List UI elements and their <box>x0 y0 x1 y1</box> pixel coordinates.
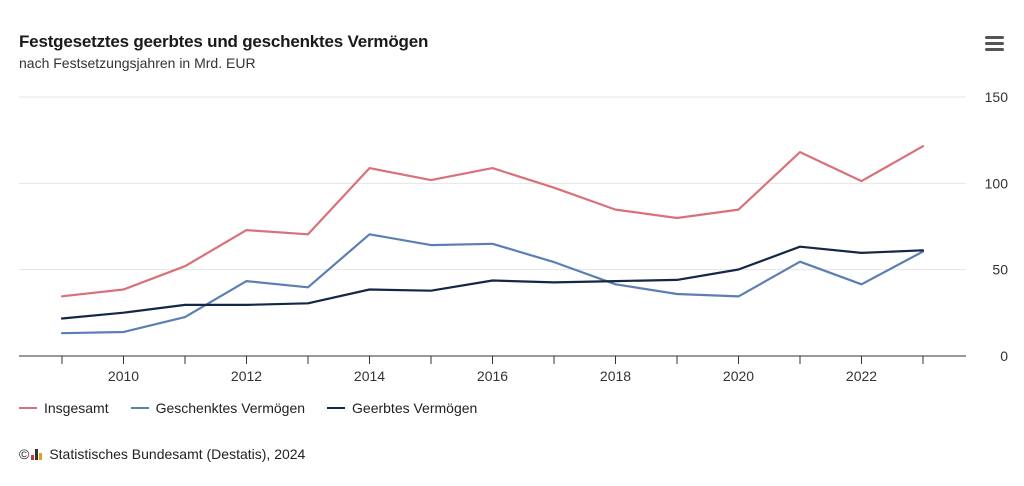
destatis-logo-icon <box>31 448 45 460</box>
x-tick-label: 2020 <box>723 368 754 384</box>
legend-item-insgesamt[interactable]: Insgesamt <box>19 400 109 416</box>
copyright-symbol: © <box>19 446 30 462</box>
credits: © Statistisches Bundesamt (Destatis), 20… <box>19 446 305 462</box>
x-tick-label: 2014 <box>354 368 385 384</box>
y-tick-label: 150 <box>985 89 1009 105</box>
legend-label: Geerbtes Vermögen <box>352 400 478 416</box>
chart-title: Festgesetztes geerbtes und geschenktes V… <box>19 32 429 51</box>
legend-item-geerbtes-vermoegen[interactable]: Geerbtes Vermögen <box>327 400 477 416</box>
chart-legend: Insgesamt Geschenktes Vermögen Geerbtes … <box>19 400 499 416</box>
legend-item-geschenktes-vermoegen[interactable]: Geschenktes Vermögen <box>130 400 306 416</box>
x-tick-label: 2012 <box>231 368 262 384</box>
legend-swatch <box>19 407 37 409</box>
series-line-2 <box>60 245 925 320</box>
legend-swatch <box>130 407 149 409</box>
x-tick-label: 2018 <box>600 368 631 384</box>
y-tick-label: 0 <box>1000 348 1008 364</box>
chart-subtitle: nach Festsetzungsjahren in Mrd. EUR <box>19 55 256 71</box>
series-line-0 <box>60 145 925 298</box>
x-tick-label: 2016 <box>477 368 508 384</box>
y-tick-label: 50 <box>992 262 1008 278</box>
x-tick-label: 2022 <box>846 368 877 384</box>
hamburger-menu-icon[interactable] <box>984 34 1006 52</box>
legend-label: Geschenktes Vermögen <box>155 400 306 416</box>
y-tick-label: 100 <box>985 175 1009 191</box>
x-tick-label: 2010 <box>108 368 139 384</box>
legend-label: Insgesamt <box>44 400 109 416</box>
legend-swatch <box>327 407 346 409</box>
credits-text[interactable]: Statistisches Bundesamt (Destatis), 2024 <box>49 446 306 462</box>
